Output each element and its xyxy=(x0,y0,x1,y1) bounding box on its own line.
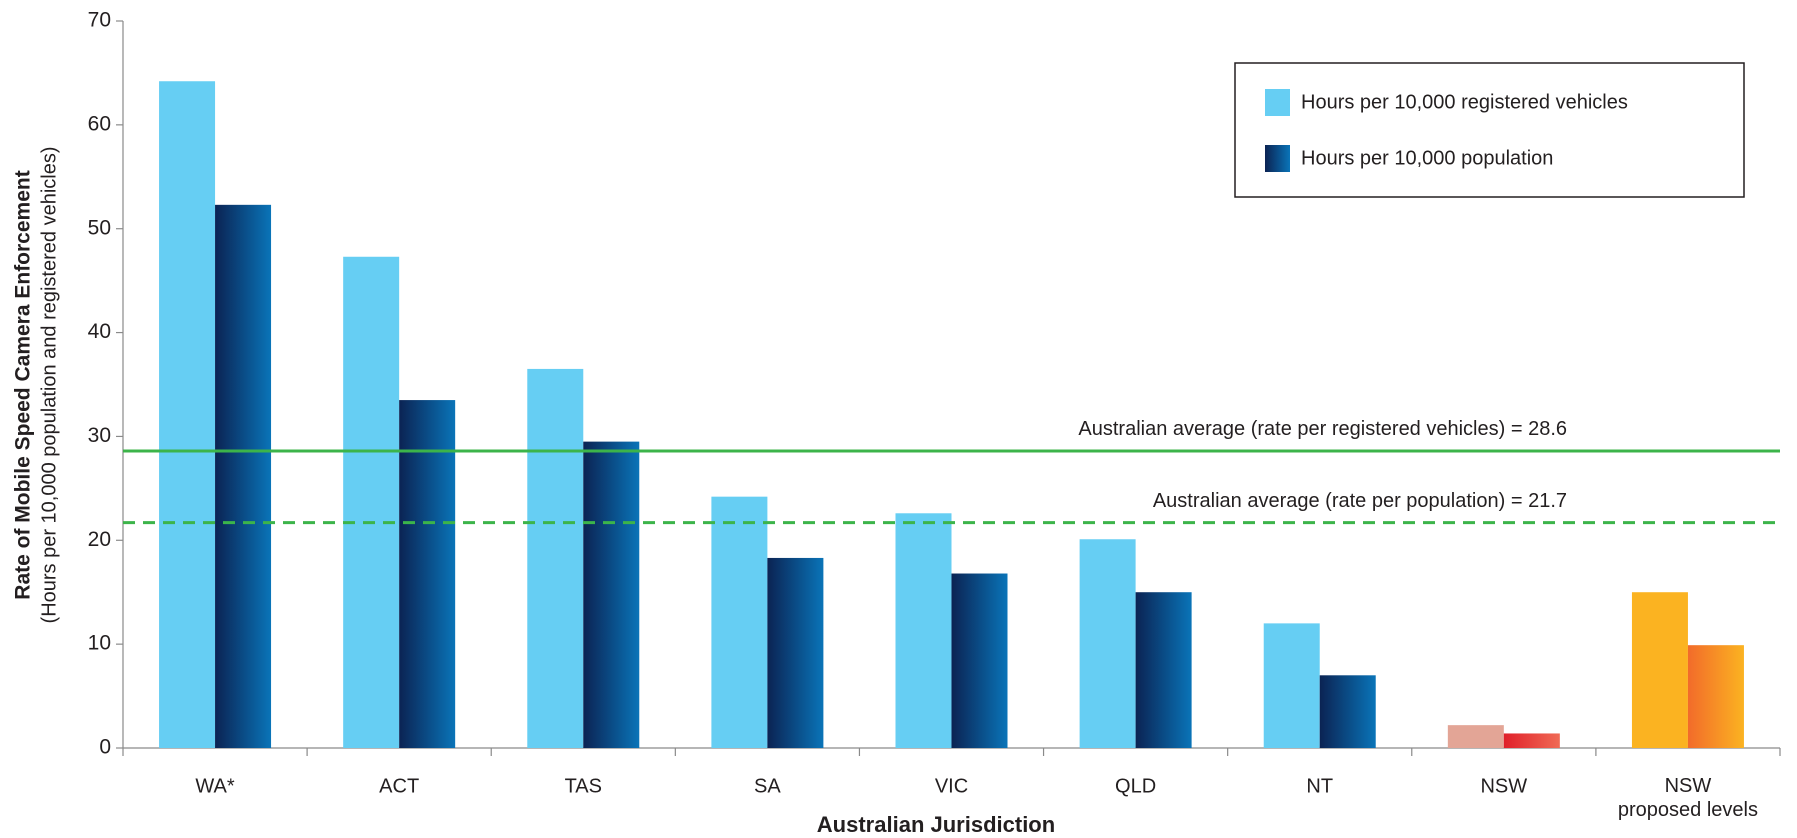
bar xyxy=(1135,592,1192,748)
reference-label: Australian average (rate per registered … xyxy=(1078,418,1567,440)
bar xyxy=(1263,623,1320,748)
bar xyxy=(767,557,824,748)
bar xyxy=(399,400,456,748)
legend-label: Hours per 10,000 registered vehicles xyxy=(1301,91,1628,113)
y-tick-label: 0 xyxy=(99,736,111,759)
bar xyxy=(159,81,216,749)
legend-label: Hours per 10,000 population xyxy=(1301,147,1553,169)
bar xyxy=(1687,645,1744,748)
bar xyxy=(951,573,1008,748)
x-tick-label: QLD xyxy=(1115,775,1156,797)
legend-box xyxy=(1234,62,1745,198)
bar xyxy=(895,513,952,748)
bar xyxy=(215,204,272,748)
y-tick-label: 70 xyxy=(88,9,111,32)
bar xyxy=(1319,675,1376,748)
y-axis-subtitle: (Hours per 10,000 population and registe… xyxy=(38,147,60,624)
bar xyxy=(1079,539,1136,748)
y-tick-label: 60 xyxy=(88,112,111,135)
legend-swatch xyxy=(1265,89,1290,116)
bar xyxy=(1503,733,1560,748)
bar xyxy=(1631,592,1688,748)
bar xyxy=(527,368,584,748)
y-tick-label: 10 xyxy=(88,632,111,655)
bar xyxy=(1447,725,1504,748)
x-tick-label: TAS xyxy=(565,775,602,797)
bar xyxy=(343,256,400,748)
y-tick-label: 30 xyxy=(88,424,111,447)
x-tick-label: NSW xyxy=(1480,775,1527,797)
y-tick-label: 50 xyxy=(88,216,111,239)
y-tick-label: 20 xyxy=(88,528,111,551)
legend-swatch xyxy=(1265,145,1290,172)
x-tick-label: SA xyxy=(754,775,781,797)
bar xyxy=(711,496,768,748)
bar xyxy=(583,441,640,748)
x-tick-label: WA* xyxy=(195,775,234,797)
x-tick-label: NSW proposed levels xyxy=(1618,775,1758,821)
y-tick-label: 40 xyxy=(88,320,111,343)
x-axis-title: Australian Jurisdiction xyxy=(817,812,1055,837)
reference-label: Australian average (rate per population)… xyxy=(1153,490,1567,512)
y-axis-title: Rate of Mobile Speed Camera Enforcement xyxy=(12,170,35,599)
x-tick-label: ACT xyxy=(379,775,419,797)
x-tick-label: NT xyxy=(1306,775,1333,797)
x-tick-label: VIC xyxy=(935,775,968,797)
